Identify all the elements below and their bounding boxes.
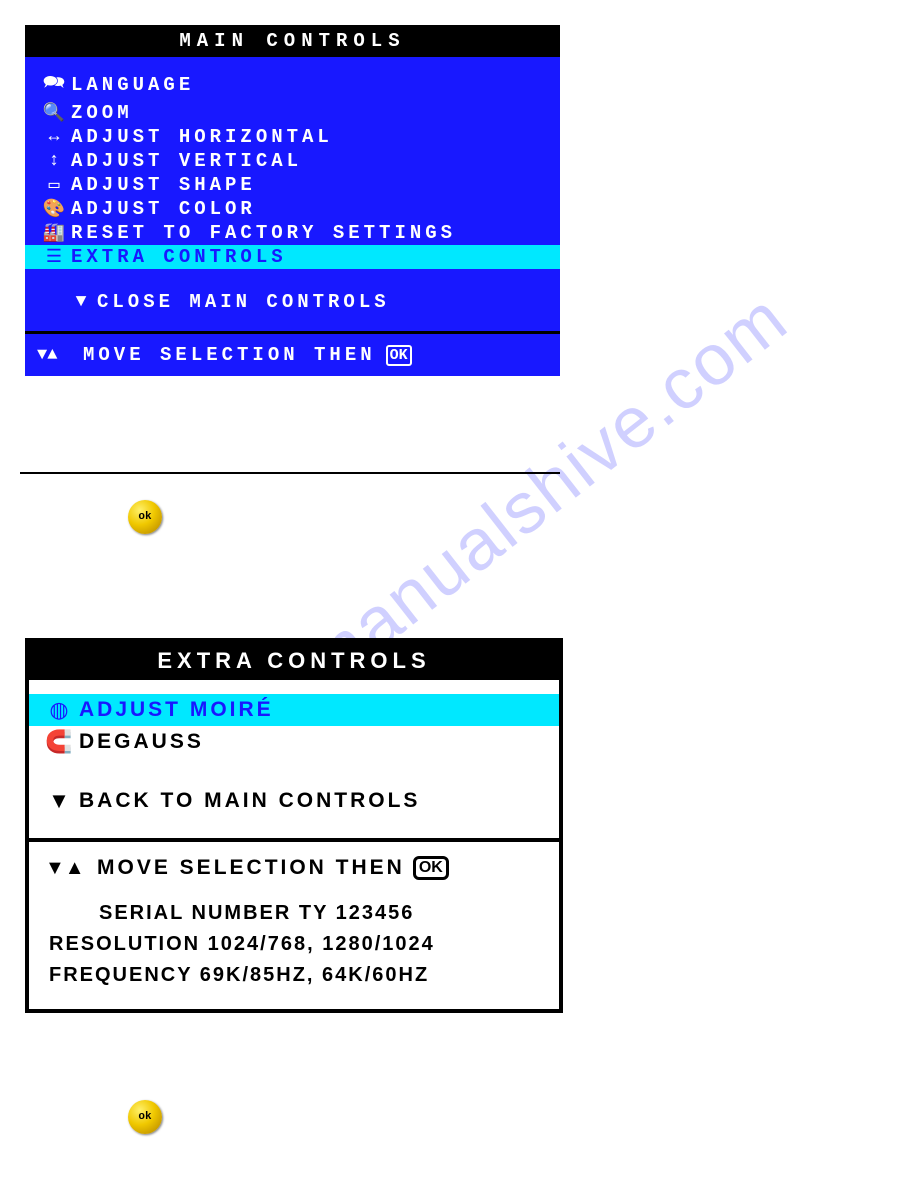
menu-label: EXTRA CONTROLS — [71, 246, 287, 268]
menu-item-adjust-shape[interactable]: ▭ ADJUST SHAPE — [25, 173, 560, 197]
divider — [20, 472, 560, 474]
ok-icon: OK — [386, 345, 412, 366]
language-icon: 🗪 — [37, 70, 71, 100]
main-controls-items: 🗪 LANGUAGE 🔍 ZOOM ↔ ADJUST HORIZONTAL ↕ … — [25, 57, 560, 273]
footer-info: SERIAL NUMBER TY 123456 RESOLUTION 1024/… — [39, 898, 549, 991]
menu-item-extra-controls[interactable]: ☰ EXTRA CONTROLS — [25, 245, 560, 269]
down-icon: ▼ — [65, 292, 97, 312]
menu-item-language[interactable]: 🗪 LANGUAGE — [25, 69, 560, 101]
menu-label: ADJUST VERTICAL — [71, 150, 302, 172]
footer-move: ▼▲ MOVE SELECTION THEN OK — [39, 856, 549, 898]
color-icon: 🎨 — [37, 198, 71, 220]
back-to-main[interactable]: ▼ BACK TO MAIN CONTROLS — [29, 758, 559, 838]
nav-icons: ▼▲ — [39, 857, 97, 880]
menu-label: ADJUST COLOR — [71, 198, 256, 220]
menu-label: ADJUST SHAPE — [71, 174, 256, 196]
ok-icon: OK — [413, 856, 449, 880]
extra-controls-title: EXTRA CONTROLS — [29, 642, 559, 680]
menu-item-reset-factory[interactable]: 🏭 RESET TO FACTORY SETTINGS — [25, 221, 560, 245]
ok-button[interactable]: ok — [128, 1100, 162, 1134]
close-label: CLOSE MAIN CONTROLS — [97, 291, 390, 313]
frequency-info: FREQUENCY 69K/85HZ, 64K/60HZ — [49, 960, 549, 991]
factory-icon: 🏭 — [37, 222, 71, 244]
main-controls-panel: MAIN CONTROLS 🗪 LANGUAGE 🔍 ZOOM ↔ ADJUST… — [25, 25, 560, 376]
vertical-icon: ↕ — [37, 151, 71, 171]
extra-controls-footer: ▼▲ MOVE SELECTION THEN OK SERIAL NUMBER … — [29, 838, 559, 1009]
menu-item-adjust-vertical[interactable]: ↕ ADJUST VERTICAL — [25, 149, 560, 173]
serial-number: SERIAL NUMBER TY 123456 — [49, 898, 549, 929]
moire-icon: ◍ — [39, 697, 79, 723]
main-controls-title: MAIN CONTROLS — [25, 25, 560, 57]
menu-label: ADJUST HORIZONTAL — [71, 126, 333, 148]
menu-item-adjust-horizontal[interactable]: ↔ ADJUST HORIZONTAL — [25, 125, 560, 149]
extra-icon: ☰ — [37, 246, 71, 268]
menu-item-zoom[interactable]: 🔍 ZOOM — [25, 101, 560, 125]
menu-label: ADJUST MOIRÉ — [79, 698, 274, 722]
zoom-icon: 🔍 — [37, 102, 71, 124]
down-icon: ▼ — [39, 788, 79, 814]
footer-label: MOVE SELECTION THEN — [97, 856, 405, 880]
back-label: BACK TO MAIN CONTROLS — [79, 789, 420, 813]
menu-item-adjust-moire[interactable]: ◍ ADJUST MOIRÉ — [29, 694, 559, 726]
menu-label: DEGAUSS — [79, 730, 204, 754]
menu-item-adjust-color[interactable]: 🎨 ADJUST COLOR — [25, 197, 560, 221]
nav-icons: ▼▲ — [37, 346, 83, 365]
shape-icon: ▭ — [37, 174, 71, 196]
degauss-icon: 🧲 — [39, 729, 79, 755]
footer-label: MOVE SELECTION THEN — [83, 344, 376, 366]
menu-label: RESET TO FACTORY SETTINGS — [71, 222, 456, 244]
main-controls-footer: ▼▲ MOVE SELECTION THEN OK — [25, 331, 560, 376]
menu-label: LANGUAGE — [71, 74, 194, 96]
horizontal-icon: ↔ — [37, 127, 71, 147]
ok-button[interactable]: ok — [128, 500, 162, 534]
extra-controls-body: ◍ ADJUST MOIRÉ 🧲 DEGAUSS ▼ BACK TO MAIN … — [29, 680, 559, 838]
extra-controls-panel: EXTRA CONTROLS ◍ ADJUST MOIRÉ 🧲 DEGAUSS … — [25, 638, 563, 1013]
close-main-controls[interactable]: ▼ CLOSE MAIN CONTROLS — [25, 273, 560, 331]
menu-label: ZOOM — [71, 102, 133, 124]
resolution-info: RESOLUTION 1024/768, 1280/1024 — [49, 929, 549, 960]
menu-item-degauss[interactable]: 🧲 DEGAUSS — [29, 726, 559, 758]
